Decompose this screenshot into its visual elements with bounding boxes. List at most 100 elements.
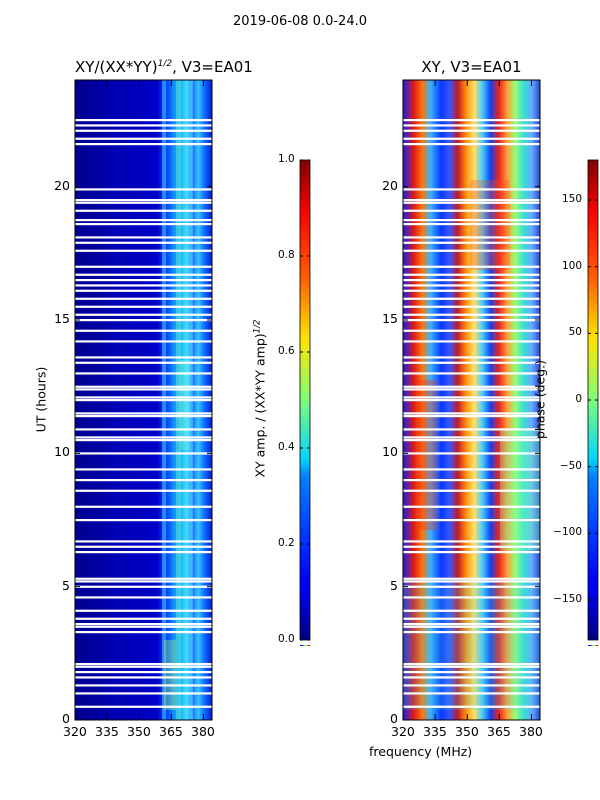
flagged-row [75,289,212,292]
amp-cbtick-1.0: 1.0 [278,153,295,165]
right-axes-frame [402,79,541,721]
flagged-row [75,505,212,508]
left-xtick-335: 335 [95,724,119,739]
flagged-row [75,305,212,308]
left-ytick-10: 10 [54,444,70,459]
flagged-row [403,684,540,687]
flagged-row [75,551,212,554]
flagged-row [403,143,540,146]
flagged-row [403,209,540,212]
right-ytick-20: 20 [382,178,398,193]
flagged-row [403,129,540,132]
flagged-row [75,585,212,588]
flagged-row [403,585,540,588]
flagged-row [403,241,540,244]
flagged-row [403,596,540,599]
phase-cbtick-m100: −100 [553,526,582,538]
left-ylabel: UT (hours) [33,366,49,433]
phase-colorbar-label: phase (deg.) [532,360,548,439]
flagged-row [75,684,212,687]
left-ytick-0: 0 [62,711,70,726]
flagged-row [75,580,212,583]
flagged-row [403,223,540,226]
axis-tick-marks [74,80,598,721]
flagged-row [403,399,540,402]
flagged-row [403,665,540,668]
flagged-row [403,385,540,388]
left-axes-frame [74,79,213,721]
left-ytick-5: 5 [62,578,70,593]
amp-cbtick-0.6: 0.6 [278,345,295,357]
left-flagged-rows [75,119,212,708]
flagged-row [403,305,540,308]
flagged-row [403,468,540,471]
flagged-row [75,663,212,666]
figure-suptitle: 2019-06-08 0.0-24.0 [233,14,367,29]
flagged-row [403,676,540,679]
flagged-row [75,219,212,222]
flagged-row [403,361,540,364]
flagged-row [75,388,212,391]
flagged-row [75,297,212,300]
flagged-row [75,265,212,268]
flagged-row [75,439,212,442]
flagged-row [75,249,212,252]
flagged-row [403,705,540,708]
phase-cbtick-m50: −50 [559,460,582,472]
flagged-row [75,188,212,191]
flagged-row [403,617,540,620]
flagged-row [403,188,540,191]
left-xtick-350: 350 [127,724,151,739]
flagged-row [403,623,540,626]
flagged-row [403,540,540,543]
flagged-row [75,129,212,132]
flagged-row [75,199,212,202]
right-flagged-rows [403,119,540,708]
flagged-row [75,415,212,418]
right-ytick-0: 0 [390,711,398,726]
phase-cbtick-150: 150 [561,193,582,205]
flagged-row [75,623,212,626]
flagged-row [75,545,212,548]
right-xtick-380: 380 [519,724,543,739]
flagged-row [75,385,212,388]
flagged-row [75,671,212,674]
flagged-row [403,124,540,127]
flagged-row [75,329,212,332]
right-xtick-365: 365 [487,724,511,739]
amplitude-colorbar-underbar [300,645,310,646]
flagged-row [403,577,540,580]
flagged-row [75,577,212,580]
flagged-row [403,412,540,415]
flagged-row [403,249,540,252]
flagged-row [75,428,212,431]
flagged-row [75,319,212,322]
right-xtick-335: 335 [423,724,447,739]
flagged-row [75,313,212,316]
amp-cbtick-0.2: 0.2 [278,537,295,549]
flagged-row [403,519,540,522]
right-ytick-10: 10 [382,444,398,459]
flagged-row [75,236,212,239]
left-panel-title: XY/(XX*YY)1/2, V3=EA01 [75,58,253,76]
flagged-row [75,519,212,522]
flagged-row [75,436,212,439]
flagged-row [75,119,212,122]
flagged-row [75,665,212,668]
flagged-row [75,468,212,471]
flagged-row [403,289,540,292]
flagged-row [403,428,540,431]
flagged-row [403,625,540,628]
flagged-row [403,663,540,666]
flagged-row [75,609,212,612]
amp-colorbar-label: XY amp. / (XX*YY amp)1/2 [252,319,268,478]
amp-cbtick-0.0: 0.0 [278,633,295,645]
flagged-row [403,551,540,554]
flagged-row [75,596,212,599]
flagged-row [75,201,212,204]
flagged-row [403,297,540,300]
right-ytick-15: 15 [382,311,398,326]
flagged-row [75,209,212,212]
flagged-row [75,143,212,146]
